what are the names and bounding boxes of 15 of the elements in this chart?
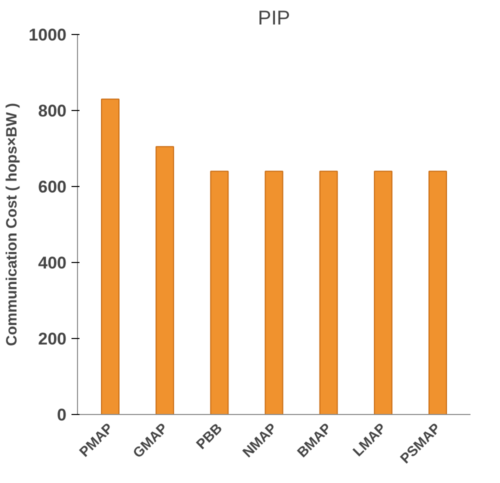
bar xyxy=(428,170,447,414)
y-tick-label: 1000 xyxy=(28,26,67,44)
y-tick-label: 0 xyxy=(57,406,67,424)
y-tick-label: 600 xyxy=(38,178,67,196)
y-tick-label: 200 xyxy=(38,330,67,348)
bar xyxy=(210,170,229,414)
chart-title: PIP xyxy=(258,8,290,30)
y-axis-title: Communication Cost ( hops×BW ) xyxy=(4,103,21,346)
bar xyxy=(156,146,174,414)
bar xyxy=(101,98,120,414)
bar xyxy=(319,170,338,414)
y-tick-label: 800 xyxy=(38,102,67,120)
bar xyxy=(264,170,284,414)
y-tick-label: 400 xyxy=(38,254,67,272)
bar xyxy=(374,170,392,414)
